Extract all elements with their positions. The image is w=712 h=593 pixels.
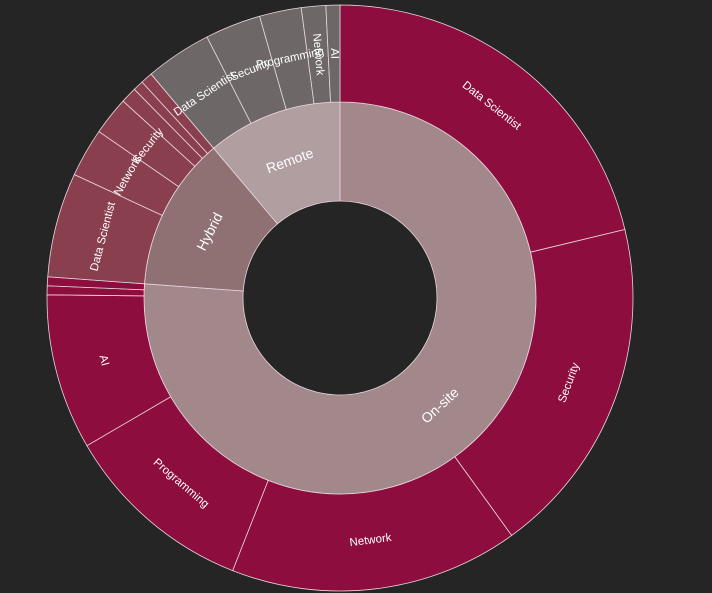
outer-ring (46, 4, 634, 592)
inner-ring (143, 101, 537, 495)
outer-label-on-site-network: Network (349, 532, 393, 549)
outer-label-on-site-ai: AI (96, 354, 110, 368)
outer-slice-on-site-security[interactable] (454, 229, 634, 537)
outer-label-remote-network: Network (310, 33, 326, 76)
outer-slice-remote-ai[interactable] (325, 4, 341, 103)
outer-slice-on-site-data-scientist[interactable] (339, 4, 626, 253)
outer-label-remote-ai: AI (328, 48, 340, 59)
